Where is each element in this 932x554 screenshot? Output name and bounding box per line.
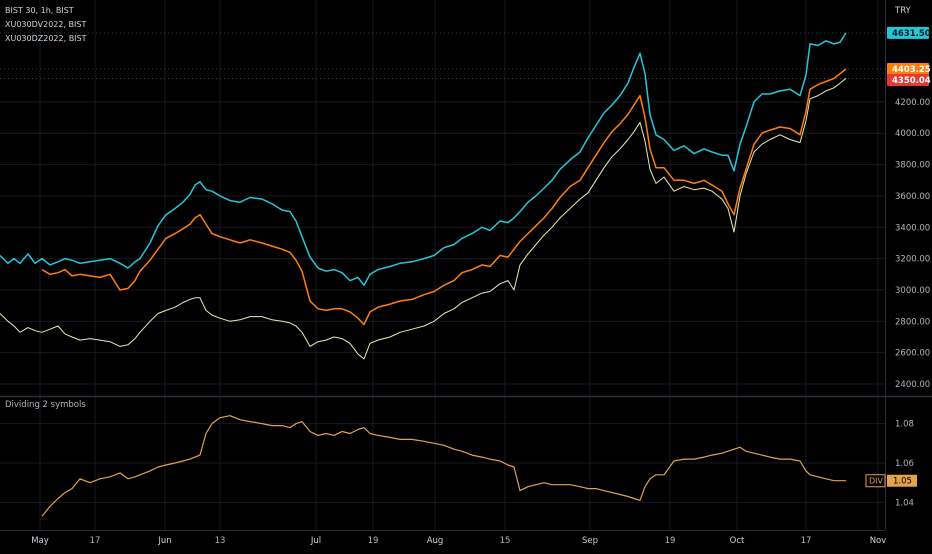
time-tick-label: 19 [665,536,676,546]
time-tick-label: Jul [310,536,321,546]
currency-label: TRY [894,6,912,16]
indicator-tick-label: 1.08 [895,420,914,430]
price-tick-label: 4000.00 [895,129,930,139]
div-value-text: 1.05 [893,477,912,487]
series-line-div [41,415,846,517]
series-line-dz [0,78,847,360]
time-tick-label: Aug [427,536,444,546]
price-tick-label: 3400.00 [895,223,930,233]
last-value-text-bist30: 4631.50 [892,29,931,39]
last-value-text-dv: 4403.25 [892,65,931,75]
price-tick-label: 3600.00 [895,192,930,202]
legend-main-symbol[interactable]: BIST 30, 1h, BIST [5,6,74,15]
indicator-tick-label: 1.04 [895,498,914,508]
time-tick-label: Oct [730,536,745,546]
legend-xu030dz2022[interactable]: XU030DZ2022, BIST [5,34,87,43]
time-tick-label: 17 [801,536,812,546]
time-tick-label: May [31,536,49,546]
time-tick-label: Jun [157,536,171,546]
series-line-bist30 [0,32,847,287]
div-value-tag [887,474,917,487]
time-tick-label: 15 [500,536,511,546]
time-tick-label: Nov [870,536,887,546]
last-value-tag-dz [887,73,929,86]
div-name-tag [865,474,886,488]
div-name-text: DIV [869,477,884,486]
series-line-dv [41,68,847,326]
price-tick-label: 3800.00 [895,161,930,171]
time-tick-label: 13 [215,536,226,546]
last-value-tag-bist30 [887,26,929,39]
legend-xu030dv2022[interactable]: XU030DV2022, BIST [5,20,87,29]
time-tick-label: 17 [90,536,101,546]
price-tick-label: 3200.00 [895,255,930,265]
indicator-title[interactable]: Dividing 2 symbols [5,400,86,410]
indicator-tick-label: 1.06 [895,459,914,469]
time-tick-label: Sep [582,536,598,546]
price-tick-label: 2600.00 [895,349,930,359]
time-tick-label: 19 [368,536,379,546]
price-tick-label: 3000.00 [895,286,930,296]
last-value-tag-dv [887,62,929,75]
price-tick-label: 4200.00 [895,98,930,108]
last-value-text-dz: 4350.04 [892,76,931,86]
chart-legend: BIST 30, 1h, BIST XU030DV2022, BIST XU03… [5,4,87,46]
price-tick-label: 2800.00 [895,317,930,327]
price-tick-label: 2400.00 [895,380,930,390]
